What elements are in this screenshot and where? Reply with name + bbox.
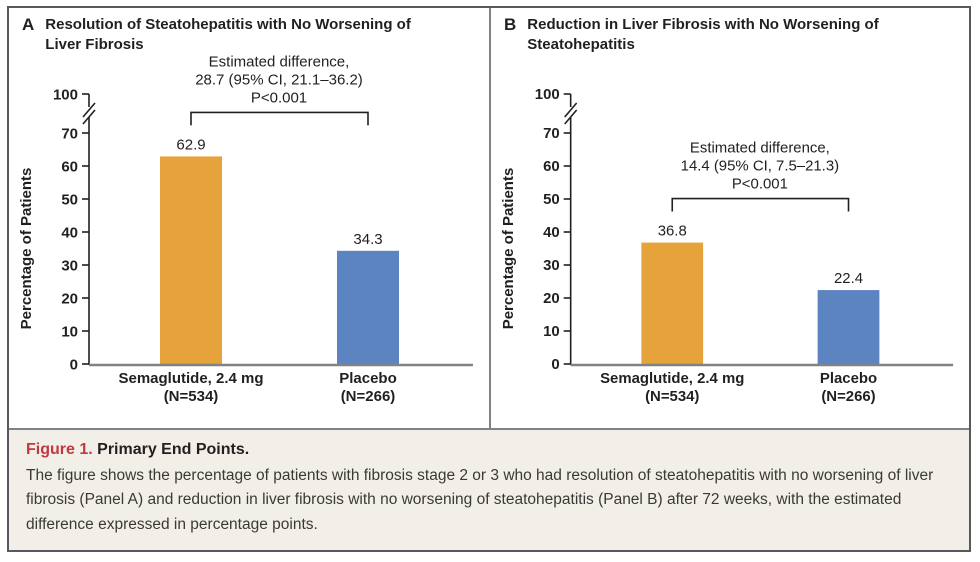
annotation-line: P<0.001 (732, 176, 788, 193)
y-axis-title: Percentage of Patients (500, 168, 517, 330)
x-category-label: (N=266) (341, 388, 396, 405)
bar-semaglutide (641, 242, 704, 365)
y-tick-label: 70 (543, 125, 560, 142)
y-tick-label: 70 (61, 125, 78, 142)
x-category-label: Placebo (820, 370, 877, 387)
y-axis-title: Percentage of Patients (18, 168, 35, 330)
bar-chart-panel-a: Percentage of Patients 0 10 20 30 40 50 60 70 100… (18, 53, 473, 405)
panel-b-title: B Reduction in Liver Fibrosis with No Wo… (504, 15, 919, 56)
x-category-label: Semaglutide, 2.4 mg (118, 370, 263, 387)
y-tick-label-top: 100 (53, 86, 78, 103)
y-tick-label: 40 (61, 224, 78, 241)
panel-a-title-text: Resolution of Steatohepatitis with No Wo… (45, 16, 411, 54)
caption-body-text: The figure shows the percentage of patie… (26, 467, 934, 533)
y-tick-label: 30 (543, 257, 560, 274)
annotation-line: 28.7 (95% CI, 21.1–36.2) (195, 71, 363, 88)
comparison-bracket (671, 197, 850, 212)
x-category-label: (N=266) (821, 388, 875, 405)
bar-placebo (817, 290, 880, 365)
value-label: 36.8 (658, 223, 687, 240)
axis-break-icon (564, 102, 578, 125)
y-tick-label-top: 100 (535, 86, 560, 103)
y-tick-label: 60 (543, 158, 560, 175)
bar-chart-panel-b: Percentage of Patients 0 10 20 30 40 50 60 70 100… (500, 86, 954, 405)
value-label: 34.3 (353, 231, 382, 248)
panel-b-letter: B (504, 15, 517, 34)
annotation-line: Estimated difference, (209, 53, 350, 70)
charts-row: A Resolution of Steatohepatitis with No … (9, 8, 969, 428)
panel-b-title-text: Reduction in Liver Fibrosis with No Wors… (527, 16, 879, 54)
value-label: 22.4 (834, 270, 863, 287)
y-tick-label: 20 (61, 290, 78, 307)
caption-title: Figure 1. Primary End Points. (26, 441, 952, 459)
panel-a-letter: A (22, 15, 35, 34)
annotation-line: P<0.001 (251, 89, 307, 106)
y-tick-label: 0 (551, 356, 559, 373)
bar-placebo (337, 250, 399, 365)
x-category-label: Placebo (339, 370, 397, 387)
y-tick-label: 50 (61, 191, 78, 208)
x-category-label: Semaglutide, 2.4 mg (600, 370, 744, 387)
annotation-line: 14.4 (95% CI, 7.5–21.3) (681, 158, 839, 175)
y-tick-label: 40 (543, 224, 560, 241)
x-category-label: (N=534) (164, 388, 219, 405)
y-tick-label: 30 (61, 257, 78, 274)
figure-container: A Resolution of Steatohepatitis with No … (7, 6, 971, 552)
figure-title-text: Primary End Points. (97, 441, 250, 458)
figure-caption: Figure 1. Primary End Points. The figure… (9, 428, 969, 550)
y-tick-label: 10 (543, 323, 560, 340)
panel-b: B Reduction in Liver Fibrosis with No Wo… (489, 8, 969, 428)
y-tick-label: 50 (543, 191, 560, 208)
annotation-line: Estimated difference, (690, 140, 830, 157)
x-category-label: (N=534) (645, 388, 699, 405)
y-tick-label: 20 (543, 290, 560, 307)
y-tick-label: 0 (70, 356, 78, 373)
value-label: 62.9 (176, 136, 205, 153)
panel-a-title: A Resolution of Steatohepatitis with No … (22, 15, 437, 56)
y-tick-label: 60 (61, 158, 78, 175)
axis-break-icon (82, 102, 96, 125)
panel-a: A Resolution of Steatohepatitis with No … (9, 8, 489, 428)
figure-number-label: Figure 1. (26, 441, 93, 458)
comparison-bracket (190, 111, 369, 126)
y-tick-label: 10 (61, 323, 78, 340)
bar-semaglutide (160, 156, 222, 365)
